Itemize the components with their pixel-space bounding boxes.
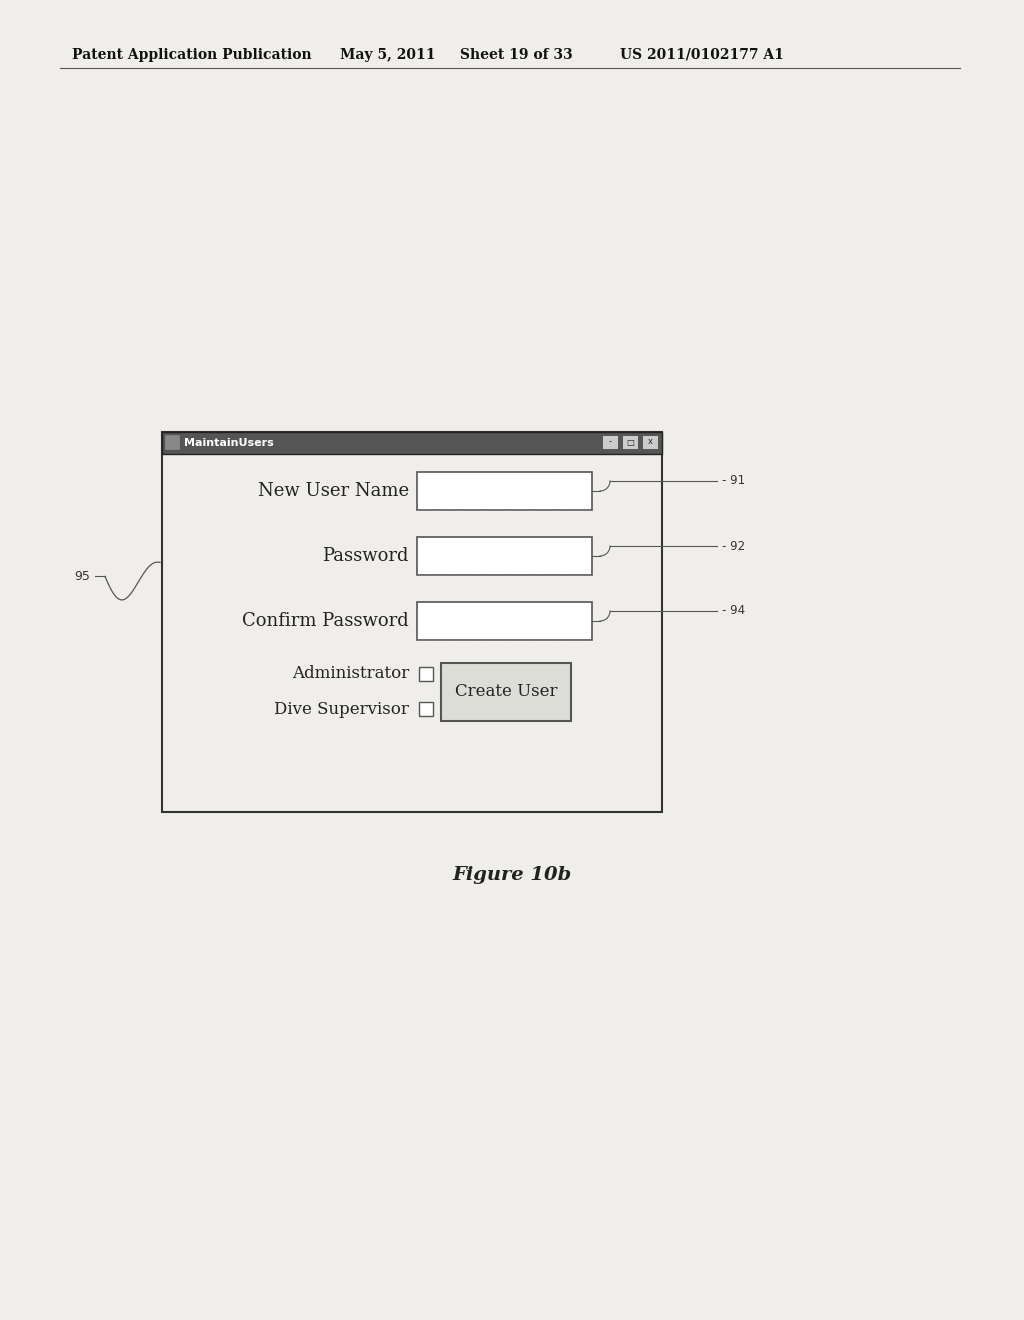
Text: 95: 95 bbox=[74, 570, 90, 583]
Text: Create User: Create User bbox=[455, 684, 557, 701]
Text: Dive Supervisor: Dive Supervisor bbox=[274, 701, 409, 718]
Text: Patent Application Publication: Patent Application Publication bbox=[72, 48, 311, 62]
Bar bbox=[642, 436, 658, 449]
Bar bbox=[162, 432, 662, 812]
Text: - 94: - 94 bbox=[722, 605, 745, 618]
Text: Administrator: Administrator bbox=[292, 665, 409, 682]
Bar bbox=[417, 473, 592, 510]
Text: - 92: - 92 bbox=[722, 540, 745, 553]
Text: Sheet 19 of 33: Sheet 19 of 33 bbox=[460, 48, 572, 62]
Text: US 2011/0102177 A1: US 2011/0102177 A1 bbox=[620, 48, 784, 62]
Bar bbox=[417, 537, 592, 576]
Text: Password: Password bbox=[323, 546, 409, 565]
Text: -: - bbox=[608, 437, 611, 446]
Bar bbox=[165, 436, 179, 449]
Text: Confirm Password: Confirm Password bbox=[243, 612, 409, 630]
Bar bbox=[441, 663, 571, 721]
Bar bbox=[417, 602, 592, 640]
Text: MaintainUsers: MaintainUsers bbox=[184, 438, 273, 447]
Text: New User Name: New User Name bbox=[258, 482, 409, 500]
Bar bbox=[622, 436, 638, 449]
Bar bbox=[602, 436, 618, 449]
Text: May 5, 2011: May 5, 2011 bbox=[340, 48, 435, 62]
Text: x: x bbox=[647, 437, 652, 446]
Bar bbox=[162, 432, 662, 454]
Text: Figure 10b: Figure 10b bbox=[453, 866, 571, 884]
Bar bbox=[419, 702, 433, 715]
Bar bbox=[419, 667, 433, 681]
Text: - 91: - 91 bbox=[722, 474, 745, 487]
Text: □: □ bbox=[626, 437, 634, 446]
